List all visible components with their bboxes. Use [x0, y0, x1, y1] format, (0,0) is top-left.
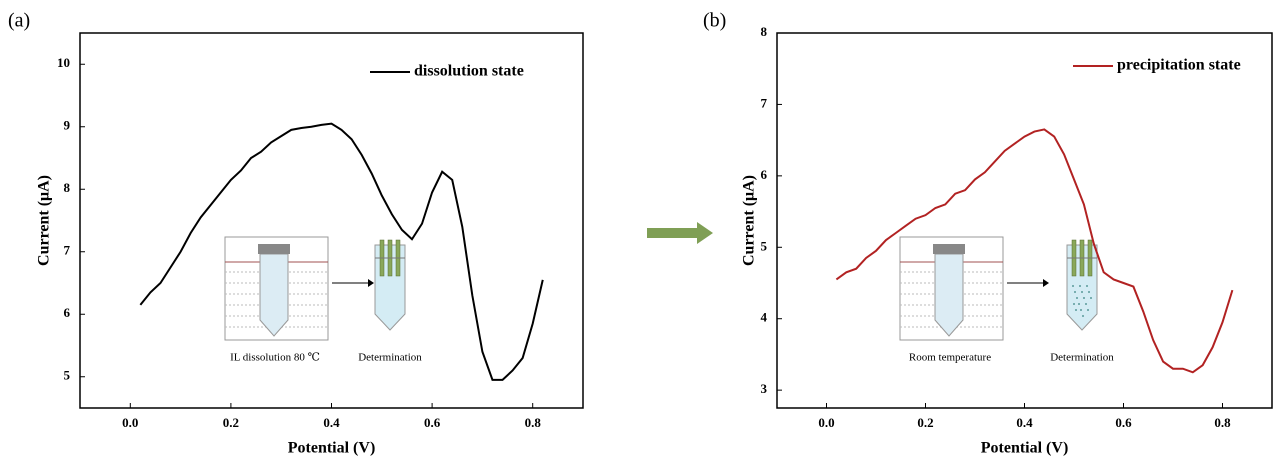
y-axis-title: Current (μA) — [36, 175, 53, 266]
transition-arrow — [647, 222, 713, 244]
x-tick-label: 0.0 — [122, 415, 138, 430]
particle — [1086, 285, 1088, 287]
inset-caption: Determination — [1050, 352, 1114, 364]
particle — [1087, 309, 1089, 311]
tube-cap — [933, 244, 965, 254]
y-tick-label: 3 — [761, 381, 768, 396]
y-tick-label: 5 — [64, 368, 71, 383]
x-axis-title: Potential (V) — [981, 440, 1069, 457]
data-line — [835, 128, 1234, 374]
process-arrow-head — [1043, 279, 1049, 287]
inset-caption: IL dissolution 80 ℃ — [230, 352, 320, 364]
y-tick-label: 6 — [64, 305, 71, 320]
y-tick-label: 10 — [57, 55, 70, 70]
particle — [1073, 303, 1075, 305]
tube — [259, 253, 289, 337]
particle — [1074, 291, 1076, 293]
particle — [1076, 297, 1078, 299]
panel: (b) Room temperature Determination 0.0 0.2 0.… — [703, 10, 1273, 457]
y-tick-label: 7 — [64, 243, 71, 258]
data-line — [139, 122, 544, 381]
particle — [1072, 285, 1074, 287]
x-axis-title: Potential (V) — [288, 440, 376, 457]
y-tick-label: 8 — [761, 24, 768, 39]
x-tick-label: 0.8 — [1214, 415, 1231, 430]
beaker — [899, 236, 1004, 341]
tube — [934, 253, 964, 337]
particle — [1085, 303, 1087, 305]
particle — [1075, 309, 1077, 311]
particle — [1088, 291, 1090, 293]
beaker — [224, 236, 329, 341]
y-tick-label: 8 — [64, 180, 71, 195]
y-axis-title: Current (μA) — [741, 175, 758, 266]
inset-caption: Determination — [358, 352, 422, 364]
particle — [1080, 309, 1082, 311]
y-tick-label: 5 — [761, 238, 768, 253]
particle — [1079, 285, 1081, 287]
inset-caption: Room temperature — [909, 352, 991, 364]
particle — [1078, 303, 1080, 305]
legend-label: dissolution state — [414, 63, 524, 80]
panel-label: (a) — [8, 10, 30, 32]
x-tick-label: 0.2 — [223, 415, 239, 430]
process-arrow-head — [368, 279, 374, 287]
x-tick-label: 0.4 — [1016, 415, 1033, 430]
tube-cap — [258, 244, 290, 254]
x-tick-label: 0.6 — [424, 415, 441, 430]
y-tick-label: 9 — [64, 118, 71, 133]
x-tick-label: 0.2 — [917, 415, 933, 430]
particle — [1083, 297, 1085, 299]
legend-label: precipitation state — [1117, 57, 1241, 74]
plot-frame — [776, 32, 1273, 409]
x-tick-label: 0.8 — [525, 415, 542, 430]
y-tick-label: 7 — [761, 95, 768, 110]
x-tick-label: 0.6 — [1115, 415, 1132, 430]
x-tick-label: 0.4 — [323, 415, 340, 430]
x-tick-label: 0.0 — [818, 415, 834, 430]
y-tick-label: 6 — [761, 167, 768, 182]
particle — [1082, 315, 1084, 317]
panel: (a) IL dissolution 80 ℃ Determination 0.0 0.… — [8, 10, 584, 457]
y-tick-label: 4 — [761, 310, 768, 325]
plot-frame — [79, 32, 584, 409]
particle — [1081, 291, 1083, 293]
panel-label: (b) — [703, 10, 726, 32]
particle — [1090, 297, 1092, 299]
